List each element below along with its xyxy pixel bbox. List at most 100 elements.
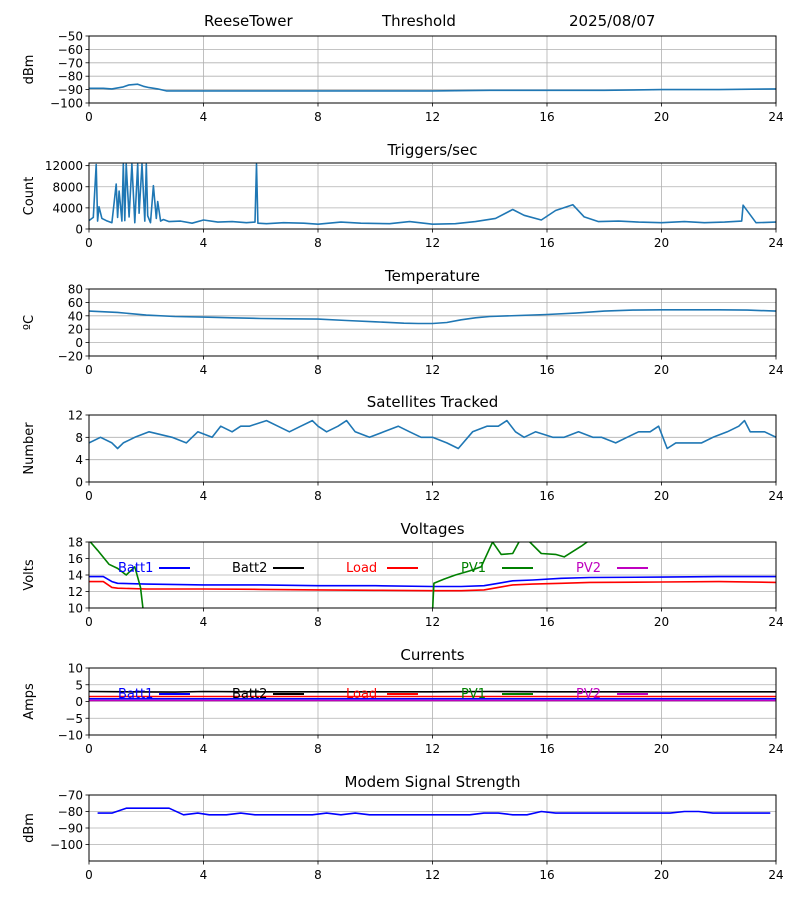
y-tick-label: −50: [58, 30, 83, 44]
x-tick-label: 20: [654, 742, 669, 756]
x-tick-label: 12: [425, 868, 440, 882]
legend-item-batt1: Batt1: [118, 687, 190, 702]
x-tick-label: 8: [314, 236, 322, 250]
series-line-batt1: [89, 575, 776, 588]
x-tick-label: 0: [85, 236, 93, 250]
y-tick-label: −5: [65, 712, 83, 726]
x-tick-label: 24: [768, 110, 783, 124]
series-line: [97, 807, 771, 816]
y-tick-label: −100: [50, 97, 83, 111]
x-tick-label: 16: [539, 868, 554, 882]
x-tick-label: 0: [85, 363, 93, 377]
x-tick-label: 24: [768, 868, 783, 882]
x-tick-label: 20: [654, 110, 669, 124]
series-line-batt2: [89, 690, 776, 693]
y-tick-label: 8: [75, 431, 83, 445]
y-tick-label: −100: [50, 838, 83, 852]
legend-item-pv1: PV1: [461, 687, 533, 702]
x-tick-label: 20: [654, 363, 669, 377]
legend-item-batt2: Batt2: [232, 561, 304, 576]
chart-panel-6: 0 4 8 12 16 20 24 −10 −5 0 5 10 Batt2 Load Batt1 PV2 PV1…: [22, 646, 784, 756]
x-tick-label: 16: [539, 236, 554, 250]
y-tick-label: −80: [58, 70, 83, 84]
x-tick-label: 12: [425, 489, 440, 503]
y-tick-label: 16: [68, 552, 83, 566]
axes-frame: [88, 541, 777, 609]
y-tick-label: −90: [58, 822, 83, 836]
legend-item-pv1: PV1: [461, 561, 533, 576]
station-name: ReeseTower: [204, 12, 293, 30]
legend-label: PV1: [461, 561, 486, 576]
series-line-pv1: [89, 542, 589, 608]
x-tick-label: 20: [654, 615, 669, 629]
y-tick-label: 12: [68, 585, 83, 599]
x-tick-label: 16: [539, 363, 554, 377]
legend-item-load: Load: [346, 561, 418, 576]
y-tick-label: −70: [58, 789, 83, 803]
chart-title: Voltages: [400, 520, 464, 538]
x-tick-label: 8: [314, 742, 322, 756]
chart-title: Modem Signal Strength: [345, 773, 521, 791]
x-tick-label: 16: [539, 110, 554, 124]
x-tick-label: 24: [768, 742, 783, 756]
axes-frame: [88, 162, 777, 230]
x-tick-label: 8: [314, 615, 322, 629]
threshold-label: Threshold: [382, 12, 456, 30]
x-tick-label: 20: [654, 868, 669, 882]
axes-frame: [88, 288, 777, 357]
x-tick-label: 8: [314, 489, 322, 503]
legend-label: Load: [346, 561, 377, 576]
x-tick-label: 0: [85, 742, 93, 756]
series-line: [89, 308, 776, 325]
x-tick-label: 24: [768, 236, 783, 250]
y-tick-label: 60: [68, 296, 83, 310]
y-tick-label: 18: [68, 536, 83, 550]
x-tick-label: 4: [200, 236, 208, 250]
axes-frame: [88, 794, 777, 862]
chart-panel-5: 0 4 8 12 16 20 24 10 12 14 16 18 Batt1 Load PV1 Batt2 PV…: [22, 520, 784, 629]
x-tick-label: 4: [200, 363, 208, 377]
y-tick-label: 0: [75, 695, 83, 709]
legend-label: Batt1: [118, 687, 153, 702]
chart-panel-7: 0 4 8 12 16 20 24 −70 −80 −90 −100 Modem Signal Str…: [22, 773, 784, 882]
series-line: [89, 419, 776, 450]
y-tick-label: 4: [75, 453, 83, 467]
legend-item-pv2: PV2: [576, 561, 648, 576]
legend-item-batt1: Batt1: [118, 561, 190, 576]
y-axis-label: Number: [22, 422, 37, 475]
chart-panel-1: 0 4 8 12 16 20 24 −50−60−70−80−90−100 dBm: [22, 30, 784, 125]
x-tick-label: 24: [768, 615, 783, 629]
x-tick-label: 16: [539, 742, 554, 756]
x-tick-label: 20: [654, 236, 669, 250]
x-tick-label: 16: [539, 615, 554, 629]
y-tick-label: −20: [58, 350, 83, 364]
series-line: [89, 163, 776, 225]
y-tick-label: 12000: [45, 159, 83, 173]
x-tick-label: 8: [314, 363, 322, 377]
y-tick-label: −80: [58, 805, 83, 819]
x-tick-label: 4: [200, 615, 208, 629]
y-tick-label: 80: [68, 283, 83, 297]
chart-title: Currents: [400, 646, 464, 664]
y-axis-label: ºC: [22, 315, 37, 330]
x-tick-label: 24: [768, 489, 783, 503]
y-tick-label: −10: [58, 729, 83, 743]
x-tick-label: 12: [425, 742, 440, 756]
x-tick-label: 0: [85, 868, 93, 882]
axes-frame: [88, 414, 777, 483]
y-tick-label: −90: [58, 83, 83, 97]
x-tick-label: 8: [314, 868, 322, 882]
chart-panel-2: 0 4 8 12 16 20 24 0 4000 8000 12000 Triggers/sec Cou…: [22, 141, 784, 250]
legend-label: Load: [346, 687, 377, 702]
x-tick-label: 12: [425, 363, 440, 377]
y-tick-label: 40: [68, 309, 83, 323]
legend-label: Batt2: [232, 561, 267, 576]
x-tick-label: 0: [85, 615, 93, 629]
x-tick-label: 12: [425, 615, 440, 629]
legend-label: PV1: [461, 687, 486, 702]
y-tick-label: 20: [68, 323, 83, 337]
x-tick-label: 4: [200, 489, 208, 503]
y-tick-label: 5: [75, 678, 83, 692]
series-line-load: [89, 580, 776, 592]
